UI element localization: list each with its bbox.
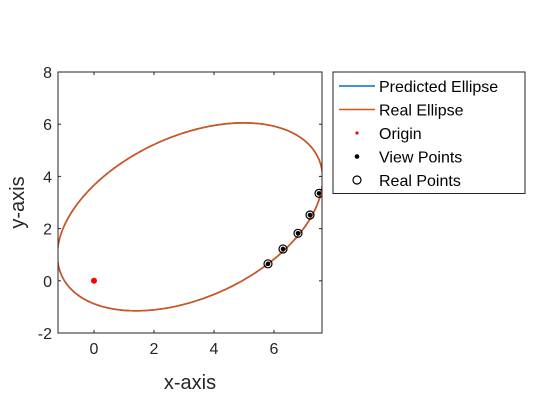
- axes-box: [57, 71, 323, 334]
- legend: Predicted Ellipse Real Ellipse Origin View …: [332, 71, 526, 194]
- legend-swatch-real-points: [352, 175, 362, 185]
- legend-label-real-ellipse: Real Ellipse: [379, 103, 464, 120]
- view-points-point: [265, 261, 271, 267]
- y-axis-label: y-axis: [7, 176, 29, 228]
- ticks-layer: 0 2 4 6 -2 0 2 4 6 8: [38, 65, 322, 358]
- legend-label-real-points: Real Points: [379, 173, 461, 190]
- real-points-marker: [278, 244, 288, 254]
- legend-label-view-points: View Points: [379, 150, 462, 167]
- real-points-marker: [293, 228, 303, 238]
- y-tick-label: 8: [43, 65, 52, 82]
- x-tick-label: 2: [150, 341, 159, 358]
- y-tick-label: 6: [43, 117, 52, 134]
- legend-label-origin: Origin: [379, 126, 422, 143]
- x-tick-label: 0: [90, 341, 99, 358]
- view-points-point: [307, 212, 313, 218]
- view-points-point: [295, 230, 301, 236]
- y-tick-label: -2: [38, 326, 52, 343]
- real-points-marker: [305, 210, 315, 220]
- origin-point: [91, 277, 97, 284]
- x-tick-label: 6: [270, 341, 279, 358]
- view-points-point: [316, 191, 322, 196]
- y-tick-label: 2: [43, 222, 52, 239]
- legend-swatch-view-points: [354, 154, 360, 159]
- y-tick-label: 4: [43, 169, 52, 186]
- data-layer: [58, 122, 322, 312]
- legend-box: [332, 71, 526, 194]
- real-points-marker: [263, 259, 273, 269]
- real-ellipse-line: [58, 122, 322, 312]
- x-tick-label: 4: [210, 341, 219, 358]
- y-tick-label: 0: [43, 274, 52, 291]
- real-points-marker: [314, 188, 322, 198]
- legend-swatch-origin: [355, 131, 359, 135]
- x-axis-label: x-axis: [164, 372, 216, 394]
- legend-label-predicted-ellipse: Predicted Ellipse: [379, 79, 498, 96]
- plot-content: [58, 122, 322, 312]
- view-points-point: [280, 246, 286, 252]
